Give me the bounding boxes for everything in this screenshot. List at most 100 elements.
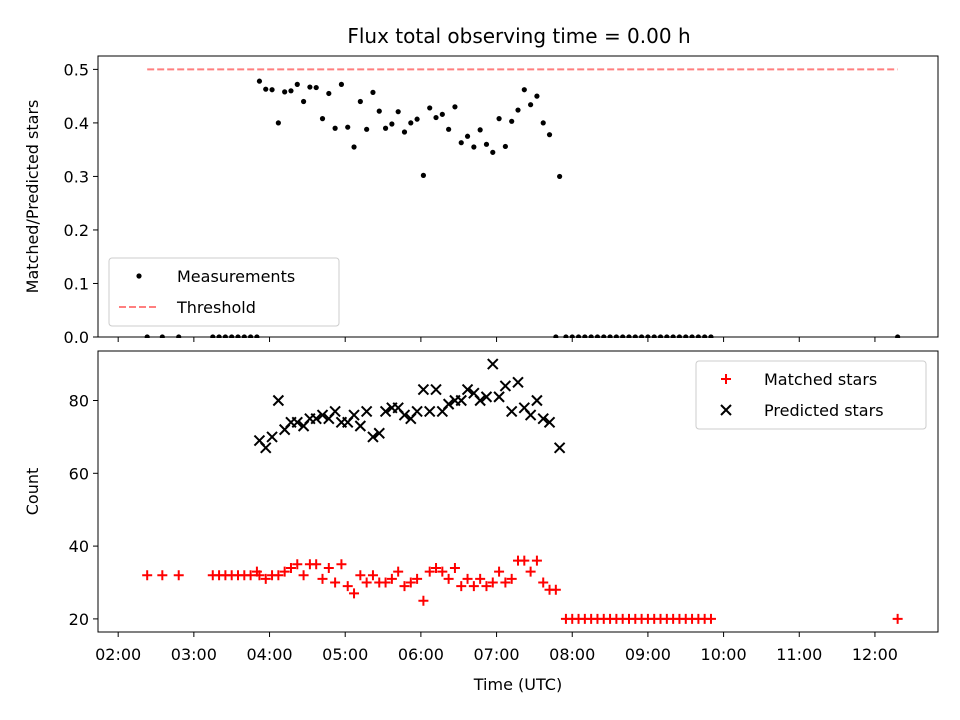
y-tick-label: 0.2 [64, 221, 89, 240]
measurement-point [639, 334, 645, 338]
measurement-point [563, 334, 569, 338]
measurement-point [275, 120, 281, 126]
matched-stars-point [431, 562, 442, 573]
legend-label: Measurements [177, 267, 295, 286]
measurement-point [382, 125, 389, 131]
measurement-point [300, 98, 307, 105]
x-tick-label: 10:00 [701, 645, 747, 664]
predicted-stars-point [260, 442, 272, 454]
measurement-point [263, 86, 269, 92]
matched-stars-point [311, 559, 322, 570]
matched-stars-point [418, 595, 429, 606]
measurement-point [620, 334, 626, 338]
predicted-stars-point [474, 394, 486, 407]
matched-stars-point [361, 577, 372, 588]
matched-stars-point [279, 566, 290, 577]
predicted-stars-point [442, 398, 455, 410]
measurement-point [307, 84, 313, 90]
matched-stars-point [342, 581, 353, 592]
matched-stars-point [336, 559, 347, 570]
measurement-point [338, 81, 345, 87]
measurement-point [575, 334, 582, 338]
measurement-point [256, 78, 263, 84]
measurement-point [695, 334, 701, 338]
y-tick-label: 0.4 [64, 114, 89, 133]
measurement-point [534, 93, 540, 99]
measurement-point [702, 334, 708, 338]
measurement-point [269, 87, 275, 93]
matched-stars-point [519, 555, 530, 566]
measurement-point [332, 125, 338, 131]
measurement-point [509, 118, 515, 124]
measurement-point [319, 116, 326, 122]
matched-stars-point [317, 573, 328, 584]
measurement-point [401, 129, 408, 135]
measurement-point [664, 334, 670, 338]
count-panel: 20 40 60 80 02:00 03:00 04:00 05:00 06:00 07:00 08… [23, 350, 939, 694]
y-tick-label: 0.3 [64, 167, 89, 186]
plot-frame [97, 350, 939, 633]
x-tick-label: 07:00 [474, 645, 520, 664]
measurement-point [521, 87, 527, 93]
predicted-stars-point [537, 412, 549, 425]
measurement-point [540, 120, 546, 126]
measurement-point [458, 140, 464, 146]
measurement-point [515, 107, 521, 113]
predicted-stars-point [455, 394, 467, 407]
measurement-point [601, 334, 607, 338]
measurement-point [395, 109, 401, 115]
measurement-point [370, 89, 376, 95]
x-tick-label: 04:00 [246, 645, 292, 664]
matched-stars-point [468, 581, 479, 592]
y-tick-label: 80 [69, 392, 89, 411]
predicted-stars-point [553, 442, 566, 454]
x-tick-label: 11:00 [776, 645, 822, 664]
measurement-point [376, 108, 382, 114]
measurement-point [670, 334, 676, 338]
y-tick-label: 20 [69, 610, 89, 629]
matched-stars-point [405, 577, 416, 588]
matched-stars-point [298, 570, 309, 581]
ratio-panel: 0.0 0.1 0.2 0.3 0.4 0.5 Matched/Predicted star… [23, 55, 939, 347]
measurement-point [351, 144, 357, 150]
x-tick-label: 08:00 [549, 645, 595, 664]
measurement-point [683, 334, 689, 338]
matched-stars-point [285, 562, 296, 573]
predicted-stars-point [360, 405, 373, 418]
measurement-point [282, 89, 288, 95]
matched-stars-point [531, 555, 542, 566]
matched-stars-point [538, 577, 549, 588]
measurement-point [528, 102, 534, 108]
measurement-point [546, 132, 553, 138]
predicted-stars-point [272, 394, 285, 407]
measurement-point [613, 334, 619, 338]
predicted-stars-point [480, 391, 493, 403]
matched-stars-point [386, 573, 397, 584]
measurement-point [594, 334, 601, 338]
predicted-stars-point [512, 376, 524, 389]
measurement-point [626, 334, 632, 338]
matched-stars-point [245, 570, 256, 581]
x-tick-label: 05:00 [322, 645, 368, 664]
measurement-point [433, 114, 439, 121]
predicted-stars-point [543, 416, 556, 429]
matched-stars-point [437, 566, 448, 577]
matched-stars-point [399, 581, 410, 592]
predicted-stars-point [430, 383, 442, 396]
measurement-point [248, 334, 254, 338]
measurement-point [471, 144, 477, 150]
matched-stars-point [456, 581, 467, 592]
matched-stars-point [506, 573, 517, 584]
measurement-point [288, 88, 294, 94]
measurement-point [607, 334, 613, 338]
measurement-point [408, 120, 414, 126]
measurement-point [553, 334, 559, 338]
plot-frame [97, 55, 939, 338]
legend-label: Threshold [176, 298, 256, 317]
matched-stars-point [494, 566, 505, 577]
predicted-stars-point [348, 409, 360, 421]
matched-stars-point [449, 562, 460, 573]
legend-label: Matched stars [764, 370, 877, 389]
measurement-point [483, 141, 490, 147]
